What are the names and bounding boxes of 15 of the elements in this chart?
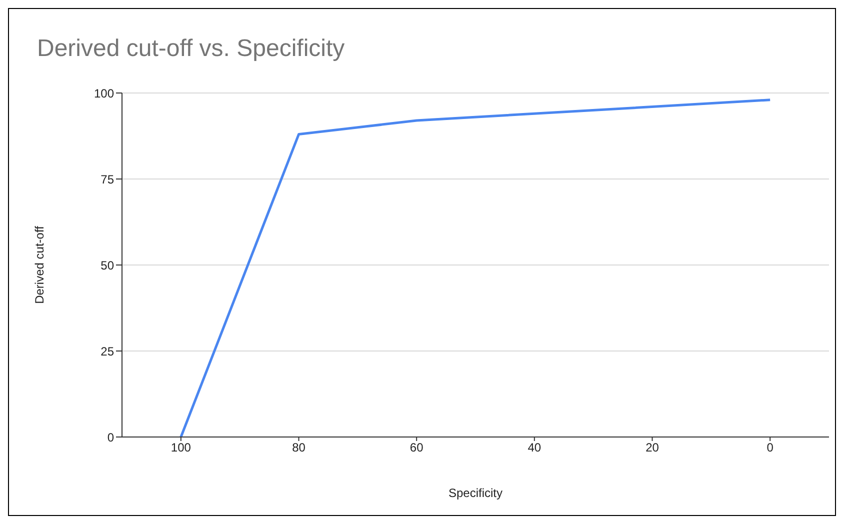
y-axis-title: Derived cut-off bbox=[32, 225, 46, 304]
x-tick-label: 60 bbox=[410, 440, 424, 455]
y-tick-label: 0 bbox=[107, 430, 114, 444]
x-tick-label: 100 bbox=[170, 440, 192, 455]
y-tick-label: 100 bbox=[94, 86, 114, 100]
y-tick-label: 50 bbox=[100, 258, 114, 272]
line-series bbox=[180, 98, 772, 437]
x-tick-label: 80 bbox=[292, 440, 306, 455]
chart-title: Derived cut-off vs. Specificity bbox=[37, 35, 345, 63]
x-tick-label: 0 bbox=[766, 440, 774, 455]
y-tick-label: 75 bbox=[100, 172, 114, 186]
x-tick-label: 20 bbox=[646, 440, 660, 455]
x-tick-label: 40 bbox=[528, 440, 542, 455]
x-axis-title: Specificity bbox=[448, 486, 503, 500]
y-tick-label: 25 bbox=[100, 344, 114, 358]
